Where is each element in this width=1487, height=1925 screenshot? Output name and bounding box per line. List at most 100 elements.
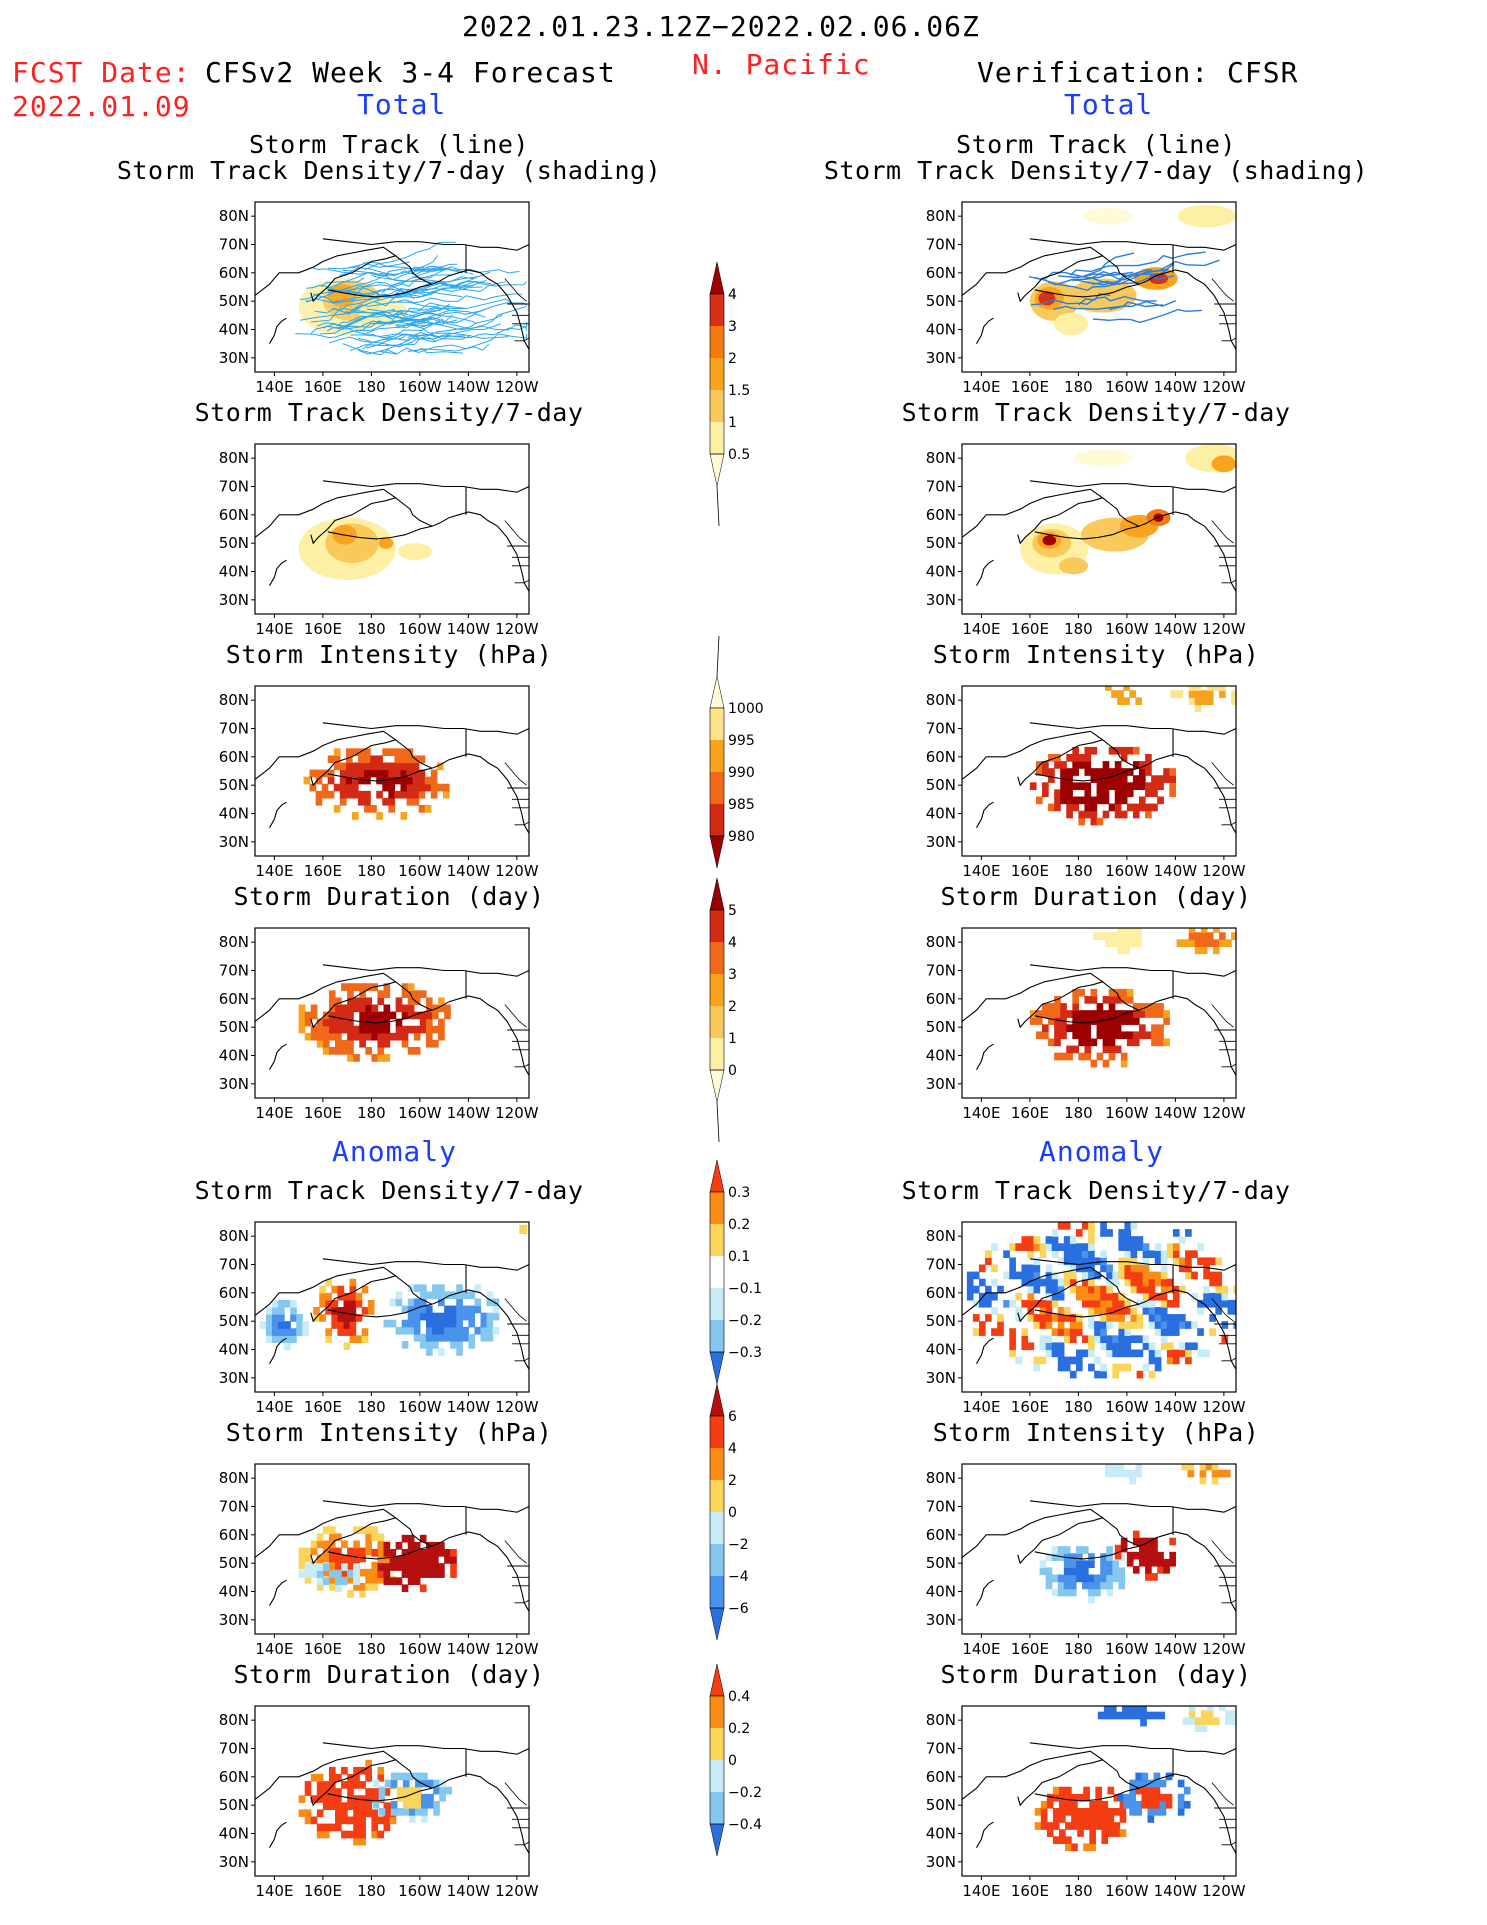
colorbar-label: 2 — [728, 351, 737, 367]
grid-cell — [377, 1570, 385, 1578]
grid-cell — [1177, 1800, 1185, 1809]
grid-cell — [1165, 1772, 1173, 1781]
grid-cell — [396, 1786, 404, 1795]
grid-cell — [365, 1047, 372, 1055]
grid-cell — [1077, 1793, 1084, 1802]
lat-tick-label: 30N — [926, 1369, 956, 1387]
grid-cell — [316, 1795, 324, 1803]
grid-cell — [401, 1305, 409, 1314]
grid-cell — [1072, 988, 1079, 997]
grid-cell — [407, 1298, 415, 1307]
lon-tick-label: 140W — [1154, 862, 1198, 880]
grid-cell — [335, 1018, 342, 1027]
lat-tick-label: 70N — [219, 1498, 249, 1516]
grid-cell — [347, 997, 354, 1006]
lat-tick-label: 70N — [219, 478, 249, 496]
grid-cell — [401, 1584, 409, 1593]
grid-cell — [365, 1032, 372, 1041]
grid-cell — [298, 1011, 306, 1020]
lon-tick-label: 180 — [357, 620, 386, 638]
grid-cell — [1126, 996, 1134, 1004]
lat-tick-label: 60N — [926, 264, 956, 282]
grid-cell — [1129, 1476, 1136, 1485]
grid-cell — [355, 1299, 363, 1308]
grid-cell — [1027, 1292, 1035, 1301]
grid-cell — [1114, 988, 1122, 997]
grid-cell — [1029, 782, 1037, 791]
grid-cell — [322, 1547, 330, 1556]
grid-cell — [1063, 1278, 1071, 1287]
grid-cell — [1088, 1335, 1095, 1344]
grid-cell — [419, 1563, 427, 1571]
grid-cell — [1051, 1229, 1059, 1237]
lon-tick-label: 160E — [1011, 620, 1049, 638]
grid-cell — [425, 1025, 433, 1034]
grid-cell — [1172, 1285, 1180, 1294]
grid-cell — [1123, 697, 1130, 706]
grid-cell — [480, 1326, 488, 1335]
grid-cell — [419, 1549, 427, 1557]
grid-cell — [353, 1823, 360, 1832]
grid-cell — [1191, 1292, 1198, 1301]
lat-tick-label: 50N — [219, 1312, 249, 1330]
grid-cell — [1060, 789, 1067, 798]
grid-cell — [1065, 1793, 1072, 1802]
grid-cell — [365, 1766, 372, 1775]
colorbar-label: 3 — [728, 319, 737, 335]
grid-cell — [1090, 1038, 1098, 1047]
grid-cell — [1114, 768, 1122, 776]
grid-cell — [1126, 988, 1134, 997]
colorbar-svg: 0.40.20−0.2−0.4 — [709, 1663, 762, 1857]
grid-cell — [1075, 1328, 1083, 1336]
grid-cell — [1108, 1038, 1116, 1047]
grid-cell — [1160, 1321, 1168, 1329]
grid-cell — [1003, 1271, 1010, 1280]
colorbar-cap-top — [709, 1383, 725, 1417]
grid-cell — [1114, 1010, 1122, 1018]
grid-cell — [450, 1333, 457, 1342]
grid-cell — [966, 1271, 974, 1280]
grid-cell — [1075, 1321, 1083, 1329]
grid-cell — [401, 1319, 409, 1328]
grid-cell — [1206, 1706, 1214, 1711]
grid-cell — [413, 1541, 421, 1550]
grid-cell — [1094, 1356, 1101, 1365]
colorbar-anom-duration: 0.4 0.2 0 −0.2 −0.4 — [709, 1663, 820, 1860]
grid-cell — [319, 1285, 326, 1294]
grid-cell — [462, 1326, 469, 1335]
grid-cell — [1057, 1349, 1065, 1358]
grid-cell — [341, 1766, 348, 1775]
grid-cell — [1139, 1537, 1146, 1546]
grid-cell — [365, 1025, 372, 1034]
grid-cell — [1039, 1307, 1047, 1315]
grid-cell — [335, 997, 342, 1006]
grid-cell — [345, 790, 353, 799]
grid-cell — [353, 1781, 360, 1789]
lon-tick-label: 160W — [1105, 862, 1149, 880]
grid-cell — [1130, 1314, 1138, 1322]
grid-cell — [1035, 796, 1043, 805]
grid-cell — [371, 1583, 379, 1591]
grid-cell — [1100, 1299, 1107, 1308]
grid-cell — [290, 1307, 297, 1315]
grid-cell — [406, 776, 414, 785]
grid-cell — [1135, 1808, 1143, 1816]
grid-cell — [419, 1584, 427, 1593]
grid-cell — [1132, 782, 1140, 791]
grid-cell — [325, 1328, 332, 1336]
map-panel-fc-adur: 80N 70N 60N 50N 40N 30N 140E 160E 180 160W 140W 120… — [210, 1694, 540, 1924]
grid-cell — [1051, 1314, 1059, 1322]
grid-cell — [1057, 1307, 1065, 1315]
grid-cell — [1122, 1706, 1129, 1713]
grid-cell — [377, 1032, 385, 1041]
grid-cell — [1094, 1292, 1101, 1301]
grid-cell — [401, 1032, 409, 1041]
storm-track-line — [300, 299, 381, 321]
grid-cell — [1122, 1711, 1129, 1720]
grid-cell — [1045, 1581, 1053, 1590]
storm-track-line — [350, 333, 419, 337]
grid-cell — [997, 1321, 1004, 1329]
grid-cell — [1051, 1546, 1059, 1554]
grid-cell — [371, 1830, 379, 1839]
